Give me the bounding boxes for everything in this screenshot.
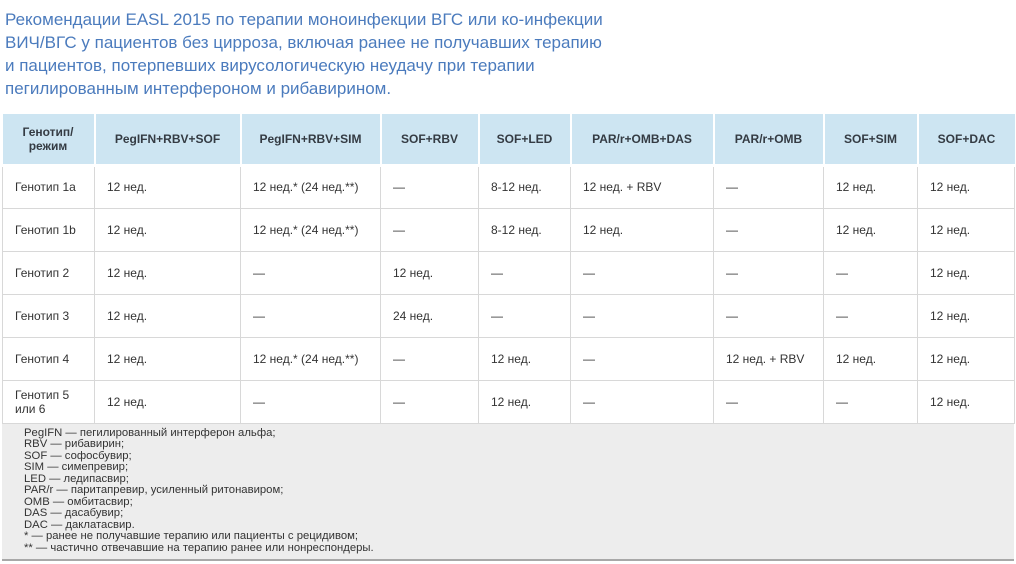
table-cell: — [713, 164, 824, 209]
column-header-7: SOF+SIM [823, 114, 919, 167]
table-cell: 12 нед. [917, 250, 1015, 295]
table-row: Генотип 3 12 нед. —24 нед. — — — —12 нед. [2, 293, 1015, 338]
column-header-1: PegIFN+RBV+SOF [94, 114, 242, 167]
row-header: Генотип 5 или 6 [2, 379, 95, 424]
column-header-6: PAR/r+OMB [713, 114, 825, 167]
table-cell: 12 нед. [94, 250, 241, 295]
table-cell: — [478, 250, 571, 295]
row-header: Генотип 1b [2, 207, 95, 252]
footnote-line: LED — ледипасвир; [24, 472, 129, 485]
table-cell: 12 нед.* (24 нед.**) [240, 207, 381, 252]
table-cell: 12 нед. [94, 164, 241, 209]
page-title: Рекомендации EASL 2015 по терапии моноин… [5, 10, 603, 98]
table-row: Генотип 1b 12 нед. 12 нед.* (24 нед.**) —8-… [2, 207, 1015, 252]
table-cell: 24 нед. [380, 293, 479, 338]
footnote-line: ** — частично отвечавшие на терапию ране… [24, 541, 374, 554]
table-row: Генотип 2 12 нед. —12 нед. — — — —12 нед. [2, 250, 1015, 295]
table-cell: 12 нед. [917, 379, 1015, 424]
table-cell: 12 нед. [94, 207, 241, 252]
table-cell: — [570, 336, 714, 381]
table-cell: — [713, 207, 824, 252]
table-cell: — [823, 250, 918, 295]
table-cell: 12 нед. [478, 379, 571, 424]
table-cell: 12 нед. [823, 164, 918, 209]
table-row: Генотип 4 12 нед. 12 нед.* (24 нед.**) —12 … [2, 336, 1015, 381]
row-header: Генотип 3 [2, 293, 95, 338]
footnote-line: DAS — дасабувир; [24, 507, 124, 519]
table-cell: — [823, 293, 918, 338]
column-header-4: SOF+LED [478, 114, 572, 167]
table-cell: 12 нед. + RBV [570, 164, 714, 209]
table-cell: 12 нед. [94, 293, 241, 338]
row-header: Генотип 2 [2, 250, 95, 295]
table-cell: — [570, 293, 714, 338]
table-cell: 8-12 нед. [478, 164, 571, 209]
table-header-row: Генотип/ режим PegIFN+RBV+SOF PegIFN+RBV+S… [2, 114, 1015, 167]
table-cell: 12 нед. + RBV [713, 336, 824, 381]
table-cell: 8-12 нед. [478, 207, 571, 252]
table-cell: — [240, 250, 381, 295]
column-header-2: PegIFN+RBV+SIM [240, 114, 382, 167]
row-header: Генотип 4 [2, 336, 95, 381]
row-header: Генотип 1a [2, 164, 95, 209]
table-cell: 12 нед. [917, 336, 1015, 381]
footnote-line: PegIFN — пегилированный интерферон альфа… [24, 426, 276, 439]
footnote-line: PAR/r — паритапревир, усиленный ритонави… [24, 484, 284, 496]
table-cell: — [380, 164, 479, 209]
table-cell: 12 нед.* (24 нед.**) [240, 164, 381, 209]
table-cell: 12 нед. [823, 336, 918, 381]
footnote-line: SIM — симепревир; [24, 461, 129, 473]
column-header-5: PAR/r+OMB+DAS [570, 114, 715, 167]
table-row: Генотип 1a 12 нед. 12 нед.* (24 нед.**) —8-… [2, 164, 1015, 209]
table-cell: 12 нед. [478, 336, 571, 381]
column-header-3: SOF+RBV [380, 114, 480, 167]
table-cell: — [240, 293, 381, 338]
table-cell: — [380, 379, 479, 424]
table-cell: — [240, 379, 381, 424]
table-cell: — [823, 379, 918, 424]
footnote-line: SOF — софосбувир; [24, 449, 132, 462]
table-cell: — [570, 379, 714, 424]
column-header-0: Генотип/ режим [2, 114, 96, 167]
footnote-line: RBV — рибавирин; [24, 438, 125, 450]
table-cell: 12 нед. [917, 293, 1015, 338]
table-cell: — [478, 293, 571, 338]
table-cell: 12 нед.* (24 нед.**) [240, 336, 381, 381]
therapy-table: Генотип/ режим PegIFN+RBV+SOF PegIFN+RBV+S… [2, 114, 1015, 424]
footnotes: PegIFN — пегилированный интерферон альфа… [2, 423, 1014, 561]
column-header-8: SOF+DAC [917, 114, 1015, 167]
table-header: Генотип/ режим PegIFN+RBV+SOF PegIFN+RBV+S… [2, 114, 1015, 167]
table-cell: 12 нед. [823, 207, 918, 252]
table-cell: 12 нед. [94, 379, 241, 424]
table-cell: — [380, 336, 479, 381]
table-body: Генотип 1a 12 нед. 12 нед.* (24 нед.**) —8-… [2, 164, 1015, 424]
table-cell: — [570, 250, 714, 295]
table-cell: — [713, 379, 824, 424]
table-row: Генотип 5 или 6 12 нед. — —12 нед. — — —12 нед… [2, 379, 1015, 424]
table-cell: — [380, 207, 479, 252]
table-cell: — [713, 250, 824, 295]
table-cell: 12 нед. [917, 164, 1015, 209]
table-cell: 12 нед. [570, 207, 714, 252]
footnote-line: * — ранее не получавшие терапию или паци… [24, 530, 359, 542]
footnote-line: DAC — даклатасвир. [24, 518, 135, 531]
table-cell: 12 нед. [917, 207, 1015, 252]
footnote-line: OMB — омбитасвир; [24, 495, 133, 508]
table-cell: 12 нед. [94, 336, 241, 381]
table-cell: — [713, 293, 824, 338]
table-cell: 12 нед. [380, 250, 479, 295]
